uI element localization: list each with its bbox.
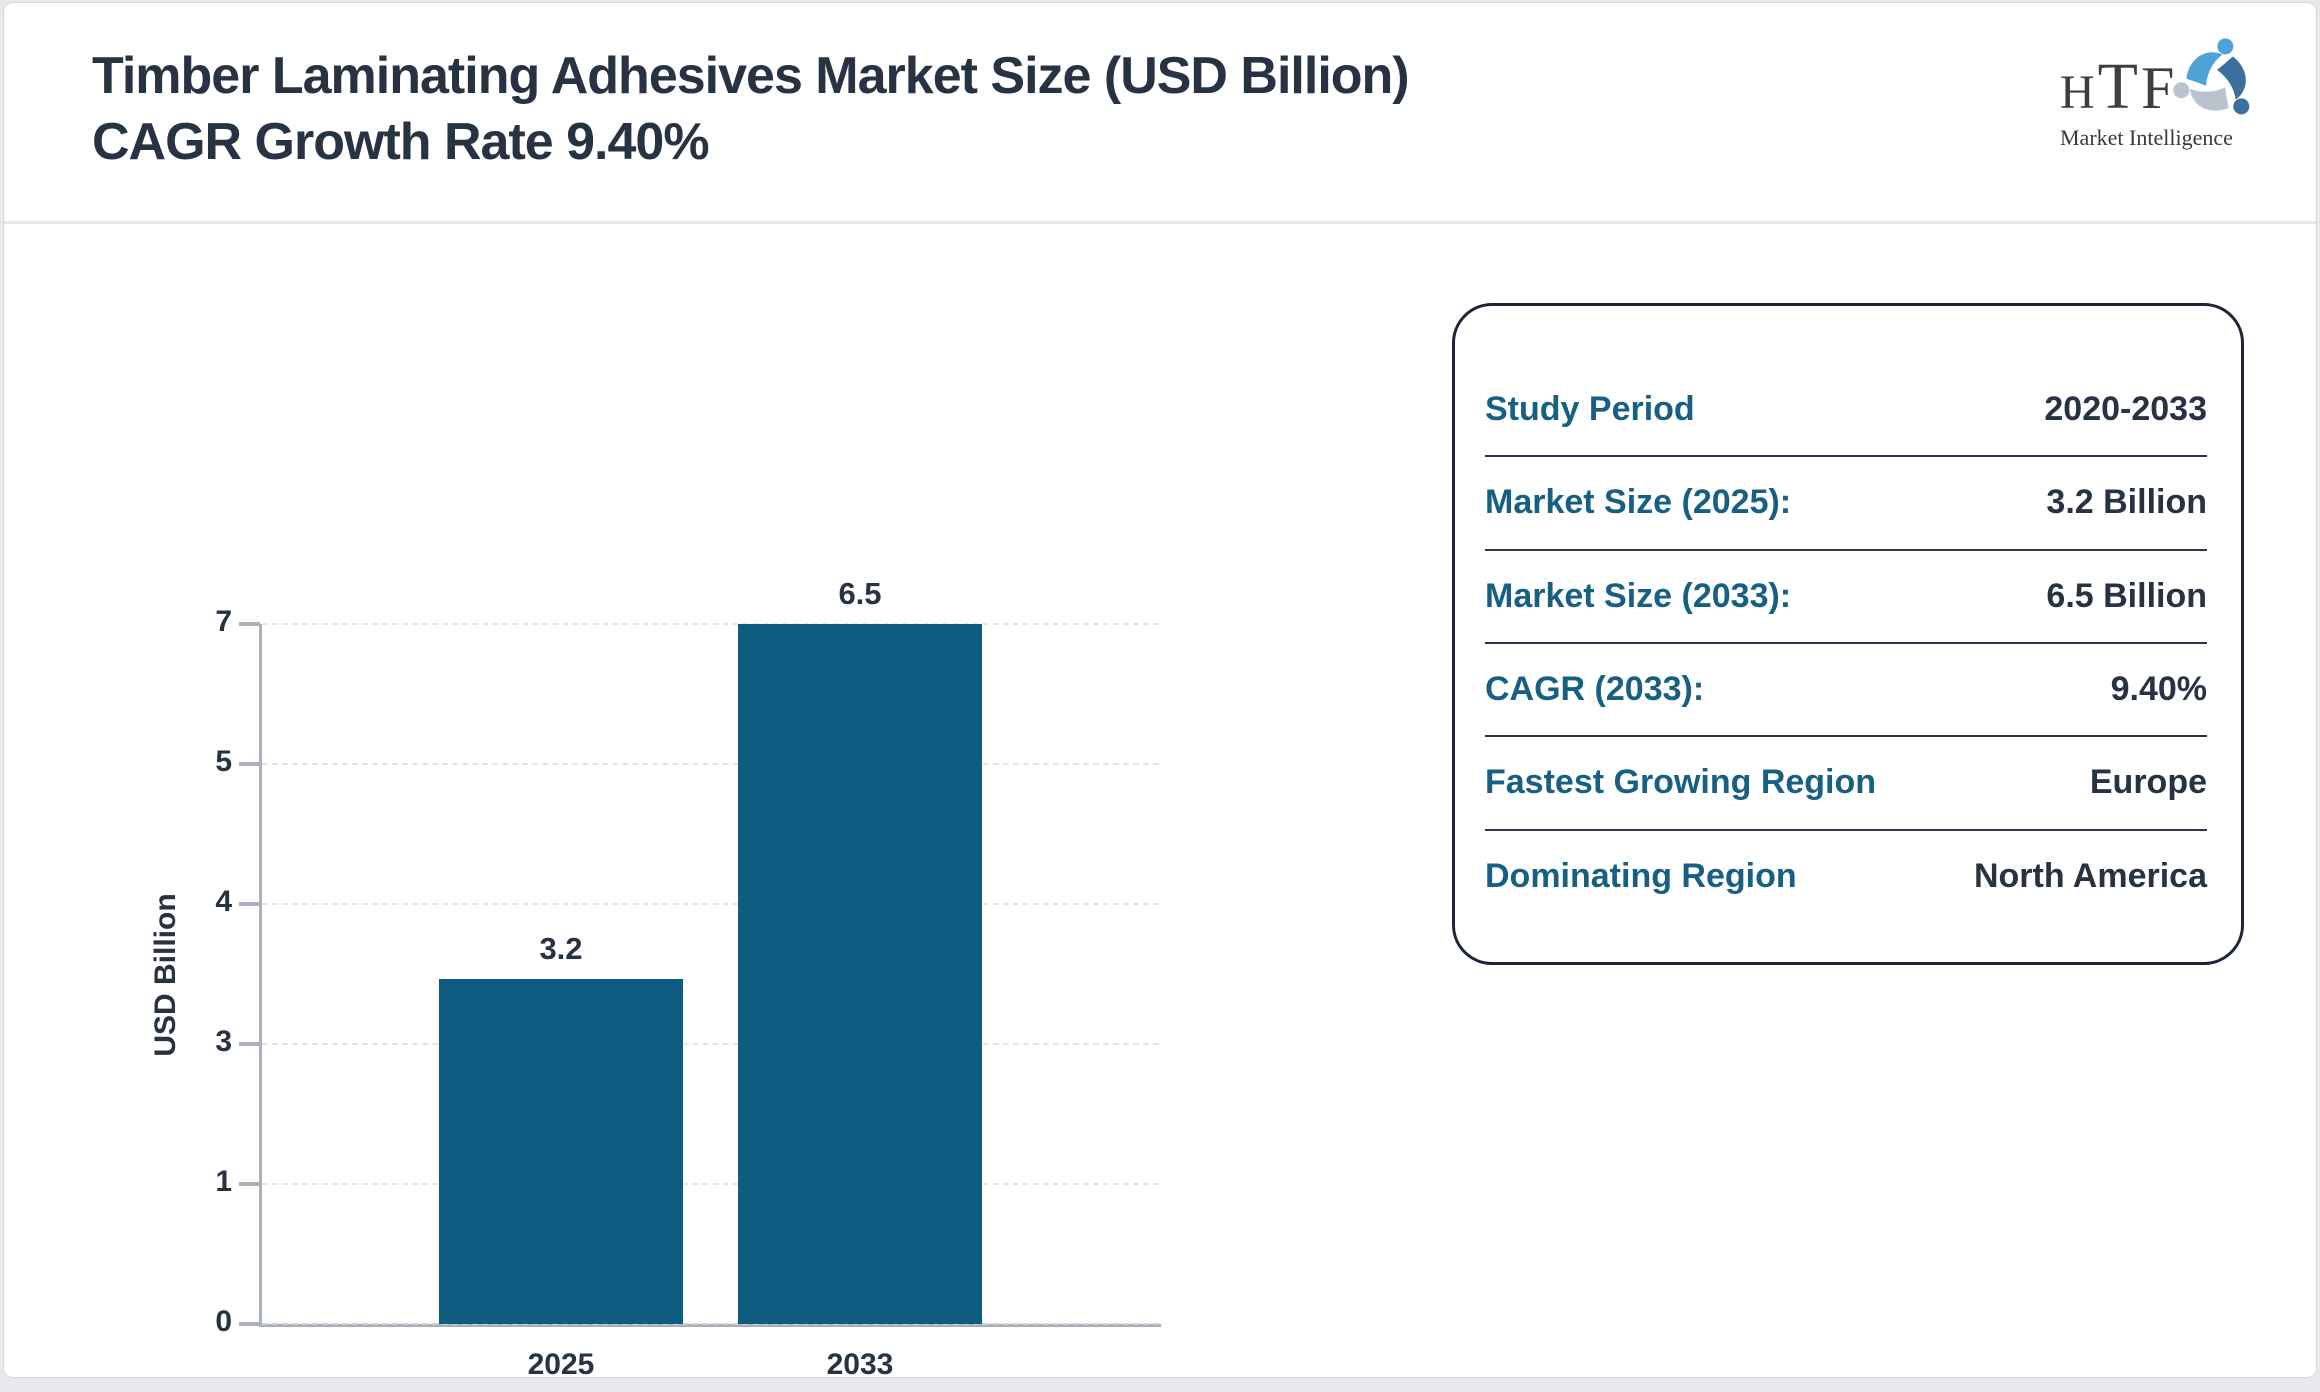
- logo-letter-f: F: [2141, 55, 2178, 121]
- y-tick-label-5: 5: [215, 745, 232, 778]
- y-tick-mark-5: [239, 762, 260, 766]
- plot-area: 0 1 3 4 5 7 3.2 2025 6.5 2033: [215, 576, 1159, 1377]
- gridline-5: [262, 763, 1159, 765]
- logo-acronym: HTF: [2060, 49, 2177, 125]
- card-row: Dominating Region North America: [1485, 831, 2207, 922]
- market-summary-card: Study Period 2020-2033 Market Size (2025):…: [1452, 303, 2244, 965]
- bar-value-2025: 3.2: [539, 931, 583, 967]
- card-row-label: Market Size (2033):: [1485, 576, 1792, 615]
- bar-value-2033: 6.5: [838, 576, 882, 611]
- y-tick-mark-1: [239, 1182, 260, 1186]
- y-tick-label-7: 7: [215, 605, 232, 638]
- card-row-value: 3.2 Billion: [2046, 483, 2207, 522]
- y-tick-label-4: 4: [215, 885, 232, 918]
- y-tick-mark-3: [239, 1042, 260, 1046]
- x-tick-label-2025: 2025: [527, 1348, 595, 1378]
- card-row: Fastest Growing Region Europe: [1485, 737, 2207, 831]
- htf-logo: HTF Market Intelligence: [2054, 31, 2274, 151]
- x-axis-line: [259, 1324, 1161, 1327]
- logo-letter-h: H: [2060, 66, 2098, 119]
- card-row-value: Europe: [2089, 763, 2207, 802]
- card-row: Study Period 2020-2033: [1485, 364, 2207, 458]
- x-tick-label-2033: 2033: [826, 1348, 894, 1378]
- y-tick-label-3: 3: [215, 1025, 232, 1058]
- card-row-value: 6.5 Billion: [2046, 576, 2207, 615]
- card-row-label: Market Size (2025):: [1485, 483, 1792, 522]
- y-tick-label-1: 1: [215, 1165, 232, 1198]
- gridline-3: [262, 1043, 1159, 1045]
- card-row: CAGR (2033): 9.40%: [1485, 644, 2207, 738]
- y-axis-title: USD Billion: [149, 893, 182, 1057]
- card-row-label: Fastest Growing Region: [1485, 763, 1877, 802]
- y-tick-mark-7: [239, 622, 260, 626]
- people-swirl-icon: [2173, 38, 2250, 115]
- y-axis-line: [259, 624, 262, 1325]
- card-row-label: CAGR (2033):: [1485, 670, 1705, 709]
- bar-2025: [439, 979, 683, 1324]
- gridline-7: [262, 623, 1159, 625]
- page-title: Timber Laminating Adhesives Market Size …: [92, 47, 1410, 171]
- gridline-4: [262, 903, 1159, 905]
- y-tick-mark-0: [239, 1322, 260, 1326]
- header-divider: [4, 221, 2316, 224]
- gridline-0: [262, 1323, 1159, 1325]
- bar-2033: [738, 624, 982, 1324]
- logo-subtitle: Market Intelligence: [2060, 125, 2233, 150]
- card-row: Market Size (2025): 3.2 Billion: [1485, 457, 2207, 551]
- y-tick-mark-4: [239, 902, 260, 906]
- gridline-1: [262, 1183, 1159, 1185]
- card-row-value: 2020-2033: [2044, 390, 2207, 429]
- card-row-label: Dominating Region: [1485, 856, 1797, 895]
- logo-letter-t: T: [2097, 50, 2141, 123]
- card-row-value: 9.40%: [2110, 670, 2207, 709]
- card-row-value: North America: [1973, 856, 2207, 895]
- card-row-label: Study Period: [1485, 390, 1695, 429]
- y-tick-label-0: 0: [215, 1305, 232, 1338]
- bar-chart: USD Billion 0 1 3 4 5 7 3.2 2025 6.5 2033: [4, 225, 1254, 1377]
- report-page: Timber Laminating Adhesives Market Size …: [3, 2, 2317, 1378]
- card-row: Market Size (2033): 6.5 Billion: [1485, 551, 2207, 644]
